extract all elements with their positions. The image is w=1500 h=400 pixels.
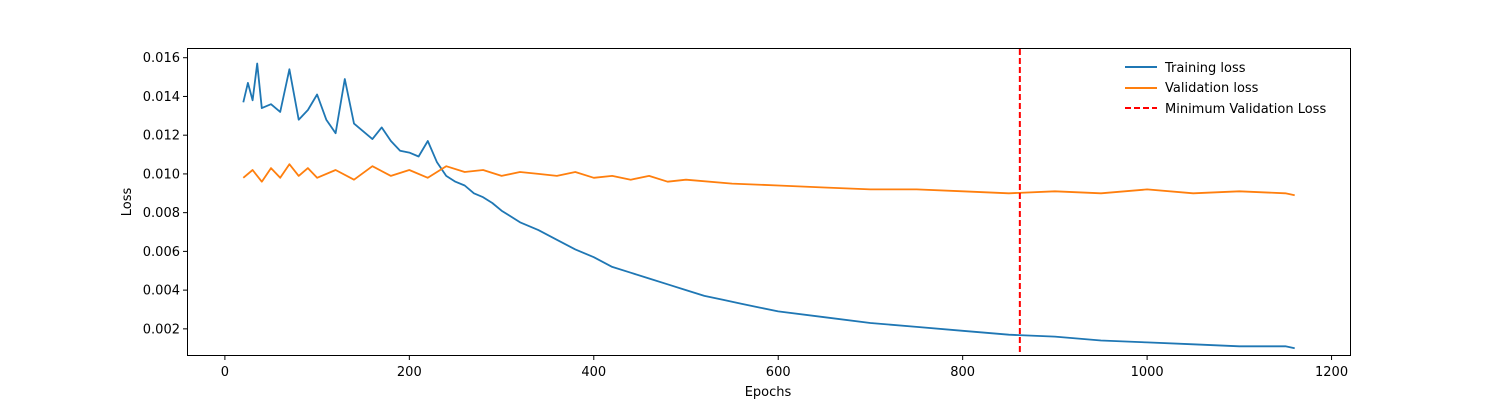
series-line-training-loss <box>242 62 1295 350</box>
y-tick-label: 0.004 <box>143 284 180 299</box>
legend: Training loss Validation loss Minimum Va… <box>1125 61 1326 117</box>
y-tick-label: 0.014 <box>143 90 180 105</box>
x-tick-label: 400 <box>581 365 606 380</box>
series-line-validation-loss <box>242 163 1295 197</box>
y-tick-label: 0.010 <box>143 167 180 182</box>
y-axis-label: Loss <box>120 188 135 217</box>
x-tick-label: 0 <box>221 365 229 380</box>
legend-label-training-loss: Training loss <box>1164 61 1246 76</box>
x-tick-label: 200 <box>397 365 422 380</box>
plot-area <box>187 48 1351 356</box>
x-axis-ticks: 0 200 400 600 800 1000 1200 <box>221 355 1348 380</box>
legend-label-minimum-validation-loss: Minimum Validation Loss <box>1165 102 1326 117</box>
y-tick-label: 0.006 <box>143 245 180 260</box>
y-tick-label: 0.016 <box>143 51 180 66</box>
series-layer <box>242 62 1295 350</box>
x-tick-label: 1200 <box>1315 365 1348 380</box>
x-tick-label: 600 <box>766 365 791 380</box>
y-tick-label: 0.002 <box>143 322 180 337</box>
x-axis-label: Epochs <box>745 385 792 400</box>
y-tick-label: 0.012 <box>143 129 180 144</box>
y-axis-ticks: 0.002 0.004 0.006 0.008 0.010 0.012 0.014 0.016 <box>143 51 188 337</box>
axes-frame <box>187 48 1351 356</box>
x-tick-label: 1000 <box>1131 365 1164 380</box>
x-tick-label: 800 <box>950 365 975 380</box>
y-tick-label: 0.008 <box>143 206 180 221</box>
legend-label-validation-loss: Validation loss <box>1165 81 1259 96</box>
